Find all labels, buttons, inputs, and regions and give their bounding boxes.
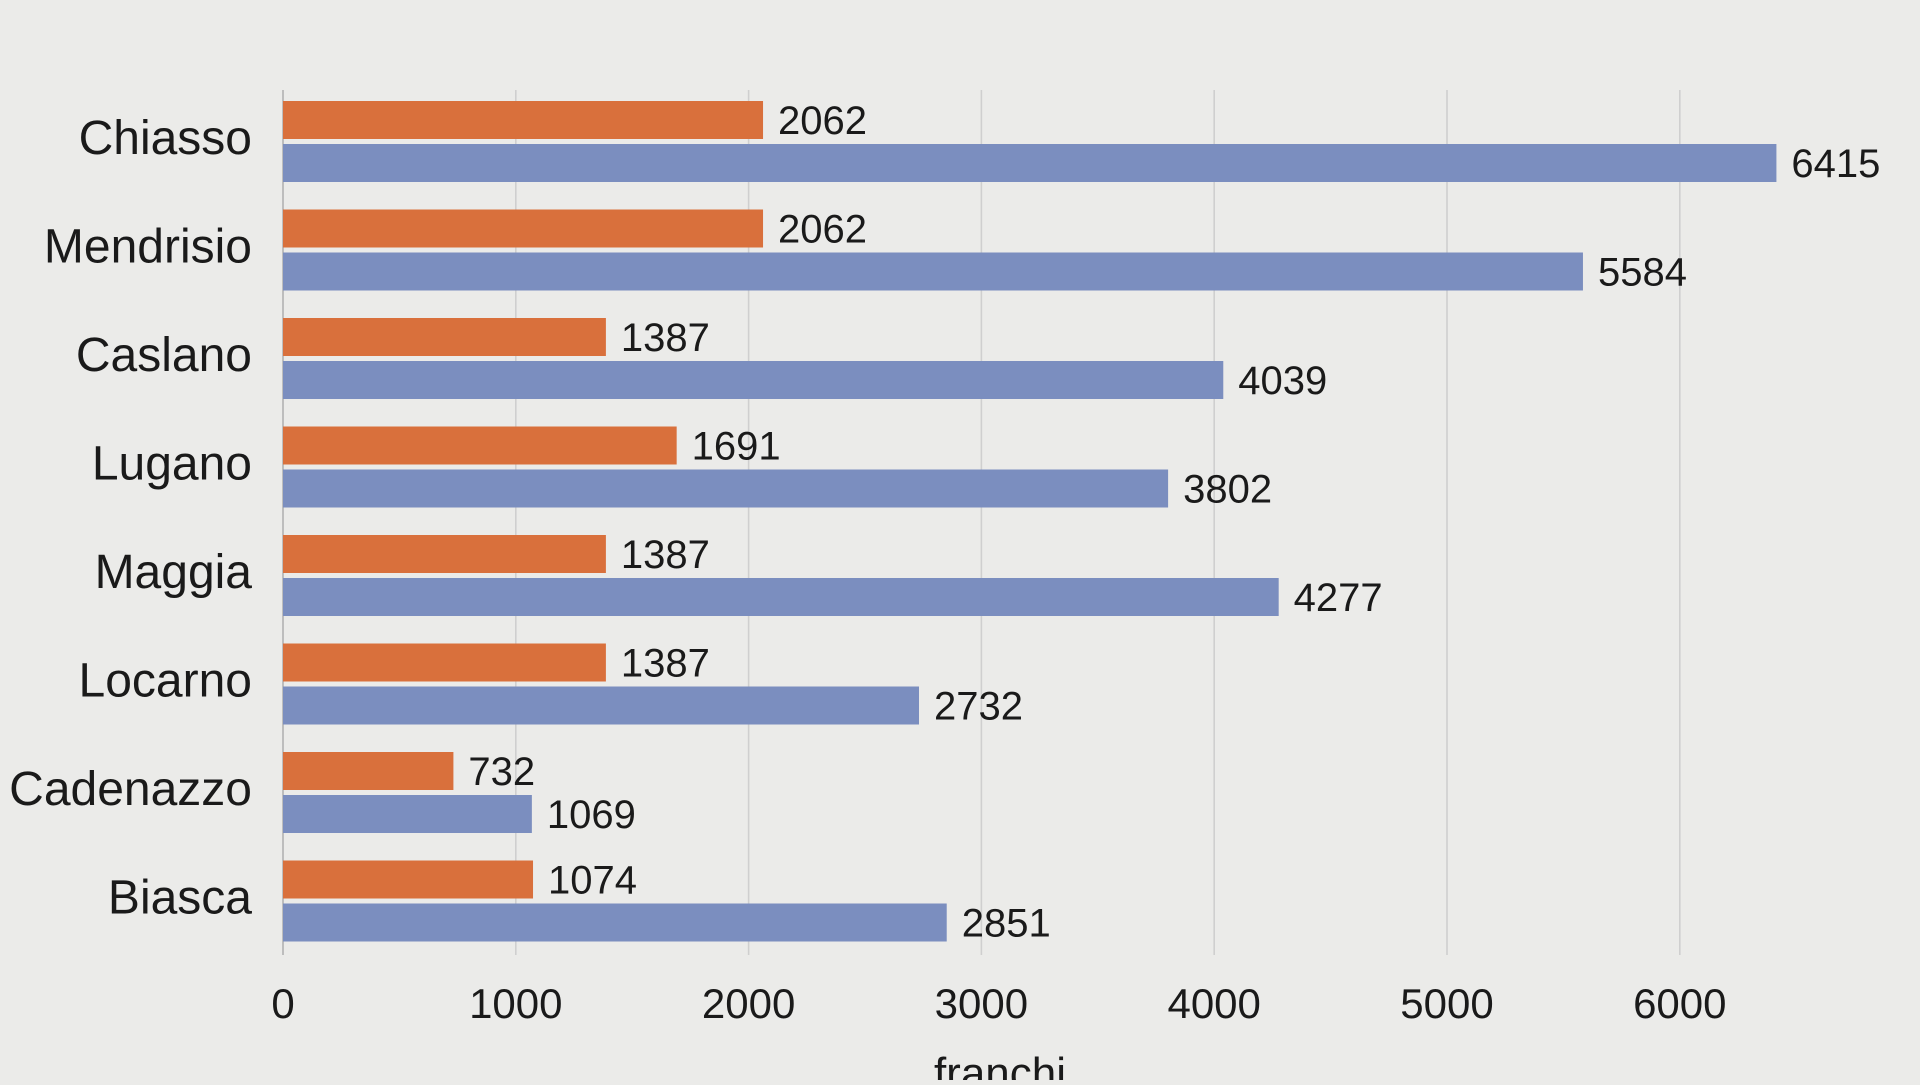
category-label: Biasca xyxy=(108,872,252,925)
category-label: Maggia xyxy=(95,546,253,599)
bar-locarno-2 xyxy=(283,686,920,725)
data-label: 1387 xyxy=(621,533,710,577)
bar-chiasso-2 xyxy=(283,144,1777,182)
x-tick-label: 6000 xyxy=(1633,980,1726,1027)
bar-maggia-1 xyxy=(283,535,606,573)
data-label: 1074 xyxy=(548,859,637,903)
bar-lugano-2 xyxy=(283,469,1169,508)
bar-locarno-1 xyxy=(283,643,606,682)
data-label: 1069 xyxy=(547,793,636,837)
bar-mendrisio-2 xyxy=(283,252,1583,291)
category-label: Lugano xyxy=(92,438,252,491)
bar-mendrisio-1 xyxy=(283,209,764,248)
data-label: 4039 xyxy=(1238,359,1327,403)
bar-biasca-1 xyxy=(283,860,534,899)
bar-maggia-2 xyxy=(283,578,1279,616)
bar-cadenazzo-1 xyxy=(283,752,454,790)
category-label: Cadenazzo xyxy=(9,763,252,816)
x-tick-label: 0 xyxy=(271,980,294,1027)
x-tick-label: 5000 xyxy=(1400,980,1493,1027)
x-axis-title: franchi xyxy=(934,1049,1066,1080)
data-label: 1387 xyxy=(621,642,710,686)
data-label: 5584 xyxy=(1598,251,1687,295)
data-label: 1691 xyxy=(692,425,781,469)
category-label: Mendrisio xyxy=(44,221,252,274)
data-label: 2732 xyxy=(934,685,1023,729)
data-label: 1387 xyxy=(621,316,710,360)
data-label: 3802 xyxy=(1183,468,1272,512)
data-label: 2062 xyxy=(778,99,867,143)
data-label: 4277 xyxy=(1294,576,1383,620)
data-label: 2062 xyxy=(778,208,867,252)
x-tick-label: 2000 xyxy=(702,980,795,1027)
category-label: Chiasso xyxy=(79,112,252,165)
bar-cadenazzo-2 xyxy=(283,795,532,833)
category-labels: Chiasso Mendrisio Caslano Lugano Maggia Locar… xyxy=(9,112,252,925)
bars xyxy=(283,101,1777,942)
bar-caslano-1 xyxy=(283,318,606,356)
x-tick-label: 3000 xyxy=(935,980,1028,1027)
bar-biasca-2 xyxy=(283,903,947,942)
data-label: 6415 xyxy=(1791,142,1880,186)
bar-lugano-1 xyxy=(283,426,677,465)
data-label: 732 xyxy=(468,750,535,794)
x-tick-label: 1000 xyxy=(469,980,562,1027)
bar-chiasso-1 xyxy=(283,101,764,139)
category-label: Caslano xyxy=(76,329,252,382)
bar-caslano-2 xyxy=(283,361,1224,399)
category-label: Locarno xyxy=(79,655,252,708)
x-tick-labels: 0 1000 2000 3000 4000 5000 6000 xyxy=(271,980,1726,1027)
x-tick-label: 4000 xyxy=(1167,980,1260,1027)
data-labels: 2062 6415 2062 5584 1387 4039 1691 3802 1387 4277… xyxy=(468,99,1880,946)
data-label: 2851 xyxy=(962,902,1051,946)
